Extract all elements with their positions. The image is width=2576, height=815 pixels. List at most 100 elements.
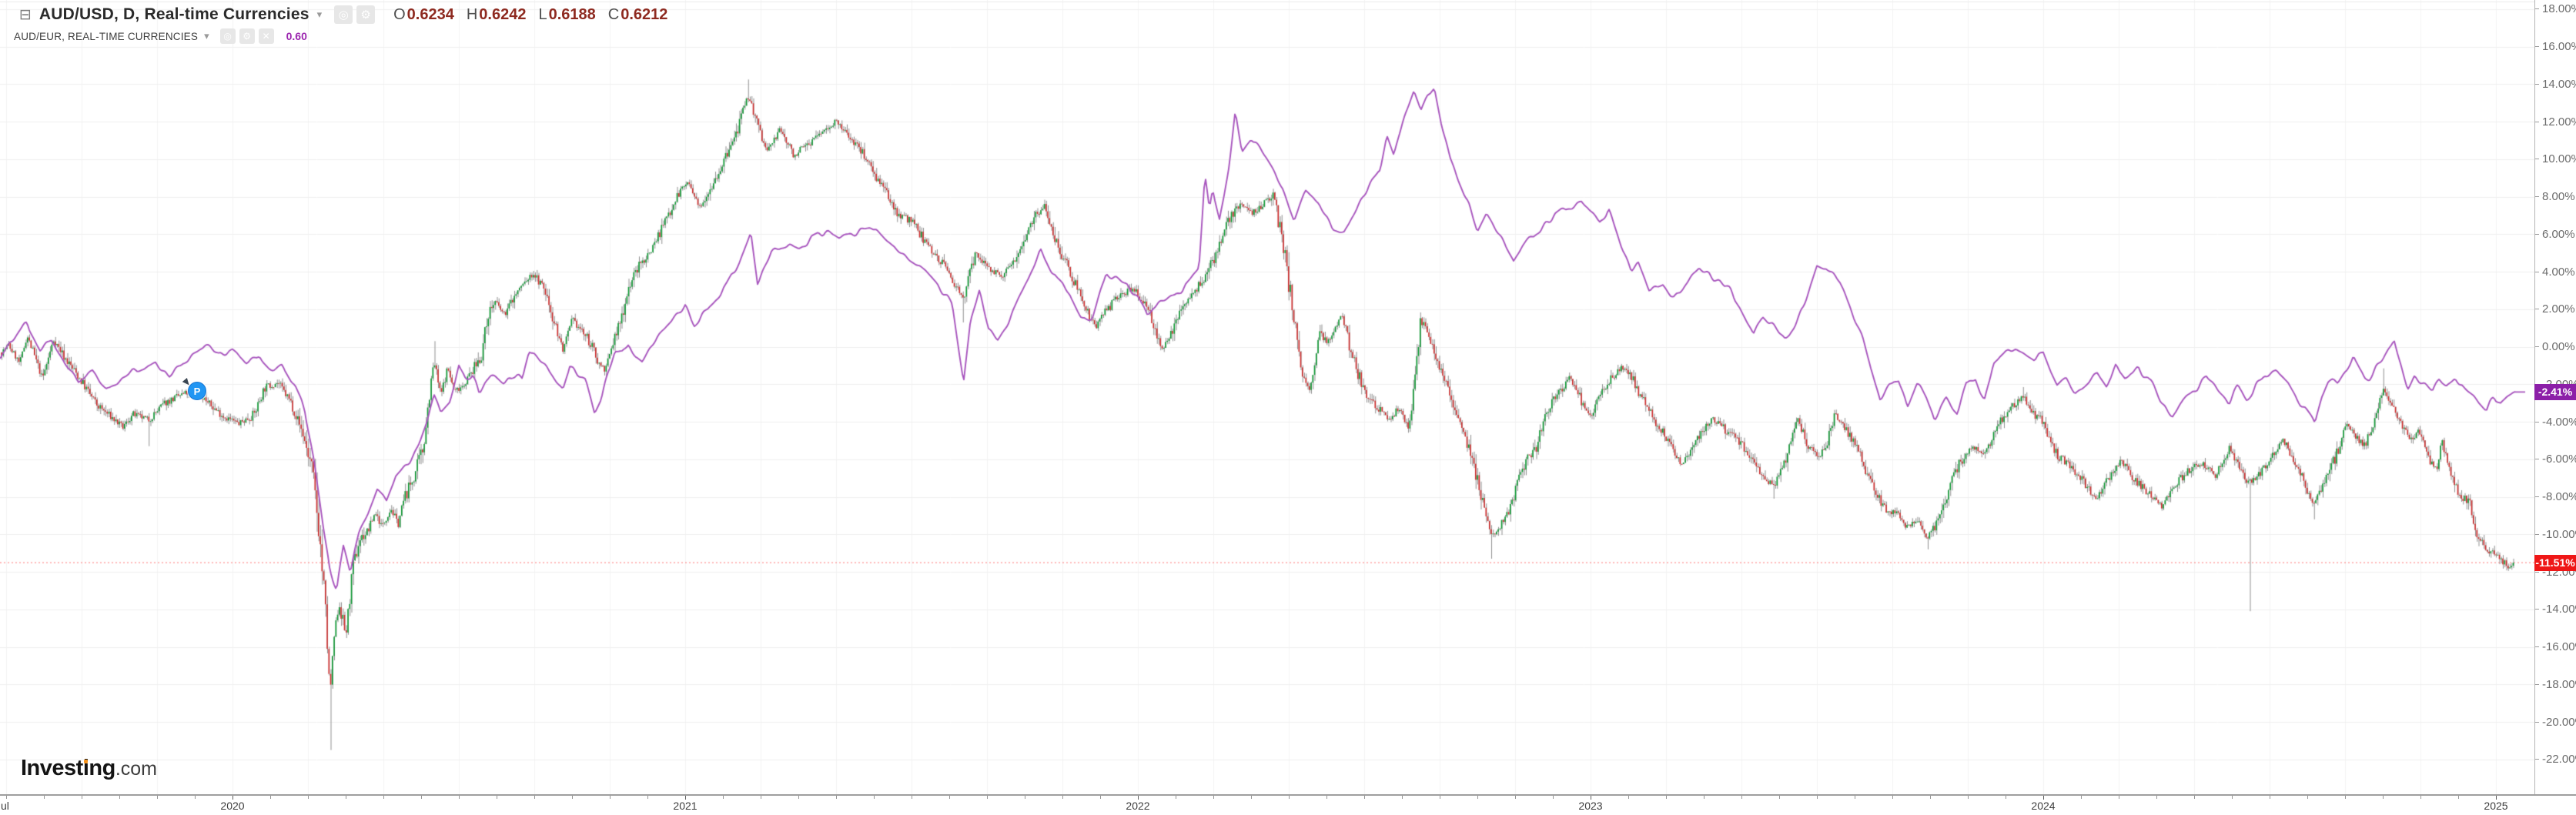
price-axis-tick: 12.00%	[2535, 115, 2576, 129]
time-axis-tick	[1628, 796, 1629, 799]
time-axis-label: 2022	[1126, 800, 1150, 812]
time-axis-tick	[2156, 796, 2157, 799]
time-axis-tick	[2081, 796, 2082, 799]
time-axis-year-tick	[2496, 796, 2497, 800]
time-axis-tick	[270, 796, 271, 799]
time-axis-label: ul	[1, 800, 9, 812]
time-axis-tick	[6, 796, 7, 799]
time-axis-year-tick	[1138, 796, 1139, 800]
remove-series-button[interactable]: ✕	[258, 28, 274, 44]
price-axis-tick: 0.00%	[2535, 340, 2575, 354]
price-axis-tick: -6.00%	[2535, 453, 2576, 466]
price-axis-tick: 10.00%	[2535, 152, 2576, 166]
time-axis-tick	[1968, 796, 1969, 799]
time-axis-tick	[610, 796, 611, 799]
time-axis-tick	[1062, 796, 1063, 799]
price-axis-tick: 8.00%	[2535, 190, 2575, 204]
time-axis-tick	[1930, 796, 1931, 799]
time-axis-tick	[1326, 796, 1327, 799]
time-axis-tick	[1779, 796, 1780, 799]
time-axis-tick	[987, 796, 988, 799]
main-series-controls: ◎ ⚙	[334, 5, 376, 24]
symbol-title[interactable]: AUD/USD, D, Real-time Currencies	[38, 5, 309, 23]
price-axis-tick: 18.00%	[2535, 2, 2576, 16]
time-axis-tick	[1402, 796, 1403, 799]
time-axis-tick	[2307, 796, 2308, 799]
settings-button[interactable]: ⚙	[356, 5, 376, 24]
time-axis-tick	[1704, 796, 1705, 799]
time-axis-tick	[1100, 796, 1101, 799]
chart-legend: ⊟ AUD/USD, D, Real-time Currencies ▾ ◎ ⚙…	[0, 0, 667, 44]
toggle-visibility-button[interactable]: ◎	[334, 5, 353, 24]
time-axis[interactable]: ul 2020 2021 2022 2023 2024 2025	[0, 794, 2576, 815]
time-axis-tick	[723, 796, 724, 799]
high-value: H 0.6242	[466, 5, 527, 23]
price-axis-tick: -22.00%	[2535, 753, 2576, 767]
time-axis-tick	[1289, 796, 1290, 799]
time-axis-tick	[1364, 796, 1365, 799]
price-axis-tick: -4.00%	[2535, 415, 2576, 429]
ohlc-values: O 0.6234 H 0.6242 L 0.6188 C 0.6212	[393, 6, 667, 24]
time-axis-tick	[1213, 796, 1214, 799]
time-axis-tick	[1666, 796, 1667, 799]
compare-last-price-badge: -2.41%	[2534, 383, 2576, 400]
price-axis-tick: 2.00%	[2535, 302, 2575, 316]
time-axis-label: 2024	[2031, 800, 2056, 812]
time-axis-tick	[421, 796, 422, 799]
time-axis-label: 2025	[2484, 800, 2508, 812]
price-axis-tick: -20.00%	[2535, 715, 2576, 729]
time-axis-tick	[1892, 796, 1893, 799]
time-axis-tick	[874, 796, 875, 799]
close-icon: ✕	[262, 31, 270, 42]
compare-value: 0.60	[286, 30, 307, 42]
main-series-legend-row: ⊟ AUD/USD, D, Real-time Currencies ▾ ◎ ⚙…	[19, 5, 667, 24]
toggle-visibility-button[interactable]: ◎	[219, 28, 236, 44]
gear-icon: ⚙	[243, 31, 251, 42]
time-axis-tick	[157, 796, 158, 799]
price-axis-tick: 16.00%	[2535, 40, 2576, 54]
close-value: C 0.6212	[607, 5, 668, 23]
logo-orange-dot: ing	[82, 756, 116, 780]
time-axis-tick	[647, 796, 648, 799]
time-axis-year-tick	[685, 796, 686, 800]
investing-logo: Investing.com	[21, 756, 158, 780]
collapse-pane-icon[interactable]: ⊟	[19, 5, 32, 23]
settings-button[interactable]: ⚙	[239, 28, 255, 44]
time-axis-year-tick	[2043, 796, 2044, 800]
time-axis-tick	[2458, 796, 2459, 799]
eye-icon: ◎	[338, 8, 349, 22]
time-axis-tick	[2420, 796, 2421, 799]
gear-icon: ⚙	[360, 8, 371, 22]
price-axis-tick: -14.00%	[2535, 603, 2576, 616]
logo-text: Investing	[21, 756, 115, 780]
time-axis-tick	[195, 796, 196, 799]
price-axis-tick: -16.00%	[2535, 640, 2576, 654]
publication-marker[interactable]: P	[182, 378, 206, 401]
compare-symbol-title[interactable]: AUD/EUR, REAL-TIME CURRENCIES	[14, 30, 199, 42]
time-axis-tick	[1817, 796, 1818, 799]
time-axis-tick	[836, 796, 837, 799]
time-axis-tick	[798, 796, 799, 799]
time-axis-tick	[459, 796, 460, 799]
chevron-down-icon[interactable]: ▾	[316, 8, 323, 21]
chevron-down-icon[interactable]: ▾	[204, 30, 209, 42]
time-axis-tick	[119, 796, 120, 799]
price-axis-tick: -10.00%	[2535, 527, 2576, 541]
price-axis-tick: 4.00%	[2535, 265, 2575, 279]
low-value: L 0.6188	[538, 5, 596, 23]
time-axis-label: 2020	[220, 800, 245, 812]
price-chart-canvas[interactable]	[0, 0, 2576, 794]
time-axis-tick	[2232, 796, 2233, 799]
time-axis-tick	[2383, 796, 2384, 799]
time-axis-tick	[383, 796, 384, 799]
time-axis-tick	[44, 796, 45, 799]
time-axis-tick	[1515, 796, 1516, 799]
time-axis-tick	[949, 796, 950, 799]
price-axis-tick: -8.00%	[2535, 490, 2576, 504]
time-axis-tick	[534, 796, 535, 799]
time-axis-tick	[2194, 796, 2195, 799]
time-axis-label: 2021	[673, 800, 698, 812]
price-axis-tick: 6.00%	[2535, 227, 2575, 241]
time-axis-tick	[2345, 796, 2346, 799]
time-axis-tick	[1477, 796, 1478, 799]
